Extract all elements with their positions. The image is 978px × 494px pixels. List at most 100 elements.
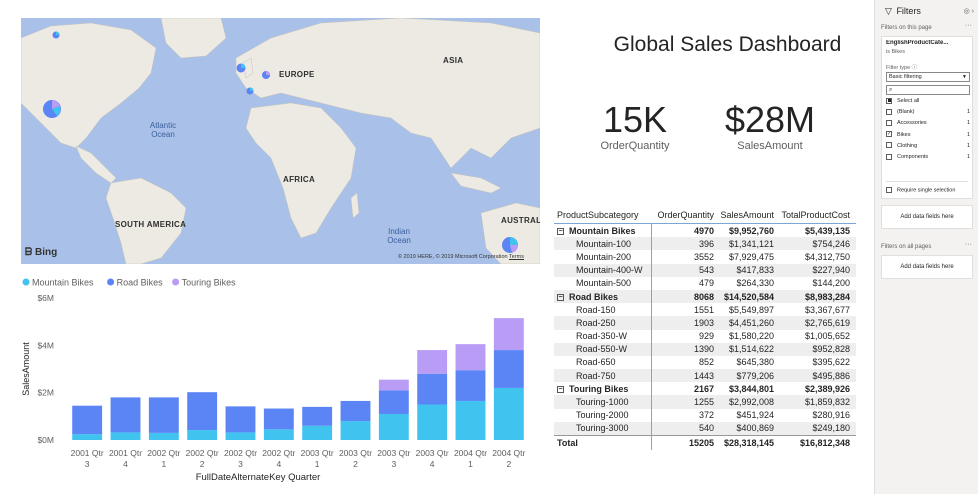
matrix-cell: Road-350-W xyxy=(576,331,628,342)
matrix-group-row[interactable]: − Touring Bikes 2167 $3,844,801 $2,389,926 xyxy=(554,382,856,395)
map-label-atlantic: Atlantic Ocean xyxy=(149,121,177,139)
col-header-subcategory[interactable]: ProductSubcategory xyxy=(557,209,639,220)
bar-segment xyxy=(340,421,371,440)
map-pie-australia[interactable] xyxy=(502,237,519,253)
matrix-cell: $3,367,677 xyxy=(804,304,850,315)
map-pie-germany[interactable] xyxy=(262,71,270,79)
col-header-sales[interactable]: SalesAmount xyxy=(720,209,774,220)
filter-option[interactable]: Components 1 xyxy=(886,153,970,162)
col-header-quantity[interactable]: OrderQuantity xyxy=(657,209,714,220)
kpi-sales-amount[interactable]: $28M SalesAmount xyxy=(715,100,825,153)
collapse-icon[interactable]: − xyxy=(557,293,564,301)
bar-segment xyxy=(302,425,333,440)
x-tick-label: 1 xyxy=(468,459,473,469)
matrix-row: Road-350-W 929 $1,580,220 $1,005,652 xyxy=(554,330,856,343)
legend-marker xyxy=(22,278,30,286)
checkbox[interactable] xyxy=(886,108,892,115)
collapse-icon[interactable]: − xyxy=(557,227,564,235)
matrix-group-row[interactable]: − Road Bikes 8068 $14,520,584 $8,983,284 xyxy=(554,289,856,304)
y-tick-label: $4M xyxy=(37,340,54,350)
map-pie-canada[interactable] xyxy=(52,31,60,39)
matrix-total-row: Total 15205 $28,318,145 $16,812,348 xyxy=(554,435,856,450)
filter-option[interactable]: Clothing 1 xyxy=(886,142,970,151)
filter-option[interactable]: Select all xyxy=(886,97,970,106)
filter-option[interactable]: Accessories 1 xyxy=(886,119,970,128)
matrix-cell: Road-750 xyxy=(576,370,616,381)
group-qty: 8068 xyxy=(693,291,714,302)
x-tick-label: 3 xyxy=(85,459,90,469)
checkbox[interactable]: ✓ xyxy=(886,131,892,138)
filter-type-dropdown[interactable]: Basic filtering ▼ xyxy=(886,72,970,82)
map-pie-uk[interactable] xyxy=(236,63,246,73)
map-pie-usa[interactable] xyxy=(43,100,61,118)
matrix-cell: 543 xyxy=(698,265,714,276)
map-label-south-america: SOUTH AMERICA xyxy=(115,220,187,229)
bar-segment xyxy=(187,392,218,431)
matrix-cell: $779,206 xyxy=(736,370,774,381)
checkbox[interactable] xyxy=(886,97,892,104)
matrix-cell: Road-250 xyxy=(576,317,616,328)
matrix-cell: $249,180 xyxy=(812,423,850,434)
matrix-cell: 1443 xyxy=(693,370,714,381)
eye-icon[interactable]: ◎ xyxy=(963,8,970,15)
x-tick-label: 2002 Qtr xyxy=(224,448,257,458)
bar-segment xyxy=(187,430,218,440)
collapse-icon[interactable]: − xyxy=(557,385,564,393)
legend-marker xyxy=(107,278,115,286)
x-tick-label: 4 xyxy=(276,459,281,469)
group-cost: $8,983,284 xyxy=(804,291,850,302)
matrix-row: Touring-2000 372 $451,924 $280,916 xyxy=(554,409,856,422)
divider xyxy=(886,181,968,182)
chevron-down-icon: ▼ xyxy=(962,74,967,80)
bar-segment xyxy=(417,373,448,405)
checkbox[interactable] xyxy=(886,153,892,160)
matrix-cell: Road-150 xyxy=(576,304,616,315)
total-cell: $16,812,348 xyxy=(799,438,850,448)
map-label-europe: EUROPE xyxy=(279,70,315,79)
matrix-cell: Mountain-200 xyxy=(576,251,632,262)
require-single-checkbox[interactable]: Require single selection xyxy=(886,187,955,193)
more-options-icon[interactable]: ··· xyxy=(965,22,972,29)
sales-stacked-bar-chart[interactable]: Mountain Bikes Road Bikes Touring Bikes $0M… xyxy=(18,270,538,490)
collapse-icon[interactable]: › xyxy=(971,8,974,15)
filter-option-count: 1 xyxy=(966,109,970,116)
filter-search-input[interactable]: ⌕ xyxy=(886,85,970,95)
checkbox[interactable] xyxy=(886,142,892,149)
terms-link[interactable]: Terms xyxy=(509,254,524,260)
matrix-group-row[interactable]: − Mountain Bikes 4970 $9,952,760 $5,439,135 xyxy=(554,224,856,237)
filter-card-product-category[interactable]: EnglishProductCate... is Bikes Filter ty… xyxy=(881,36,973,199)
kpi-label: OrderQuantity xyxy=(600,140,670,152)
total-cell: Total xyxy=(557,438,578,448)
group-label: Mountain Bikes xyxy=(569,225,636,236)
add-fields-all-dropzone[interactable]: Add data fields here xyxy=(881,255,973,279)
group-name: − Mountain Bikes xyxy=(554,226,651,236)
group-cost: $2,389,926 xyxy=(804,383,850,394)
more-options-icon[interactable]: ··· xyxy=(965,241,972,248)
matrix-cell: $395,622 xyxy=(812,357,850,368)
x-tick-label: 2004 Qtr xyxy=(454,448,487,458)
matrix-cell: 372 xyxy=(698,410,714,421)
bar-segment xyxy=(110,397,141,433)
filter-option-label: (Blank) xyxy=(897,109,915,116)
product-matrix[interactable]: ProductSubcategory OrderQuantity SalesAm… xyxy=(554,206,856,450)
checkbox[interactable] xyxy=(886,119,892,126)
bar-segment xyxy=(148,397,179,433)
x-tick-label: 2 xyxy=(200,459,205,469)
map-pie-france[interactable] xyxy=(246,87,254,95)
filter-option[interactable]: (Blank) 1 xyxy=(886,108,970,117)
filter-option[interactable]: ✓ Bikes 1 xyxy=(886,131,970,140)
matrix-row: Road-650 852 $645,380 $395,622 xyxy=(554,356,856,369)
bar-segment xyxy=(263,429,294,440)
sales-map[interactable]: EUROPE ASIA AFRICA SOUTH AMERICA AUSTRAL… xyxy=(21,18,540,264)
col-header-cost[interactable]: TotalProductCost xyxy=(781,209,850,220)
filter-field-name: EnglishProductCate... xyxy=(886,40,949,46)
kpi-order-quantity[interactable]: 15K OrderQuantity xyxy=(585,100,685,153)
matrix-cell: $645,380 xyxy=(736,357,774,368)
matrix-cell: Mountain-500 xyxy=(576,278,632,289)
group-sales: $14,520,584 xyxy=(723,291,774,302)
matrix-cell: 929 xyxy=(698,331,714,342)
add-fields-page-dropzone[interactable]: Add data fields here xyxy=(881,205,973,229)
y-tick-label: $6M xyxy=(37,293,54,303)
filters-pane[interactable]: ▽ Filters ◎ › Filters on this page ··· E… xyxy=(874,0,978,494)
x-tick-label: 2003 Qtr xyxy=(339,448,372,458)
